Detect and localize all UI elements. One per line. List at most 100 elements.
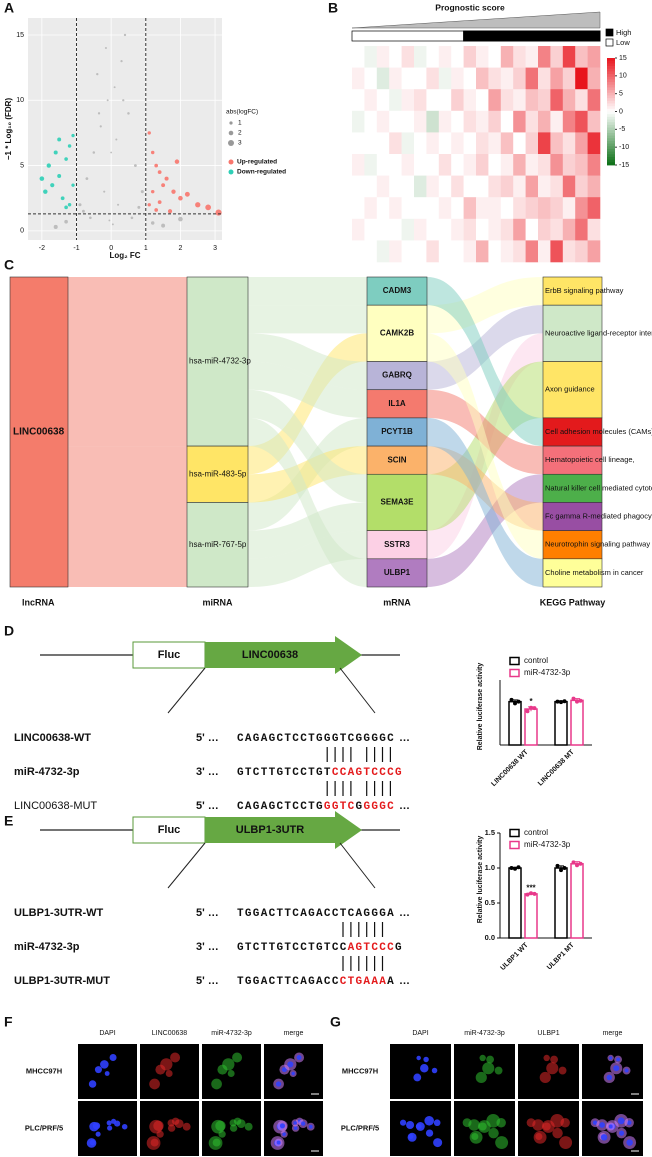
cell-signal	[244, 1122, 253, 1131]
cell-nucleus	[616, 1057, 621, 1062]
heat-cell	[538, 132, 551, 155]
heat-cell	[587, 46, 601, 68]
flow-node	[542, 304, 603, 362]
cell-signal	[407, 1132, 417, 1142]
point	[64, 219, 68, 224]
colorbar-step	[607, 146, 615, 150]
heat-cell	[575, 67, 588, 90]
colorbar-step	[607, 87, 615, 91]
cell-nucleus	[287, 1061, 294, 1068]
flow-node	[186, 276, 249, 447]
heat-cell	[488, 46, 502, 68]
cell-nucleus	[608, 1124, 613, 1129]
heat-cell	[500, 240, 514, 263]
point	[113, 86, 116, 89]
group-cell	[587, 30, 601, 42]
group-cell	[500, 30, 514, 42]
cell-signal	[433, 1138, 443, 1148]
node-label: SCIN	[387, 455, 406, 464]
heat-cell	[376, 89, 390, 112]
point	[117, 203, 120, 206]
heat-cell	[426, 89, 440, 112]
heat-cell	[364, 89, 378, 112]
heat-cell	[587, 197, 601, 220]
heat-cell	[389, 175, 402, 198]
heat-cell	[376, 67, 390, 90]
heat-cell	[376, 110, 390, 133]
column-header: merge	[284, 1030, 304, 1037]
point	[78, 203, 82, 207]
colorbar-step	[607, 60, 615, 64]
legend-label: control	[524, 656, 548, 665]
point	[120, 59, 123, 63]
heat-cell	[401, 197, 415, 220]
point	[99, 125, 102, 128]
cell-signal	[542, 1122, 551, 1131]
heat-cell	[562, 175, 576, 198]
replicate-dot	[532, 891, 537, 896]
group-cell	[574, 30, 589, 42]
heat-cell	[500, 132, 514, 155]
heat-cell	[414, 154, 427, 176]
heat-cell	[426, 132, 440, 155]
point	[92, 151, 96, 154]
legend-label: 2	[238, 130, 242, 137]
heat-cell	[500, 67, 514, 90]
heat-cell	[438, 197, 452, 220]
heat-cell	[414, 240, 427, 263]
strand-suffix: …	[399, 975, 410, 987]
node-label: Neuroactive ligand-receptor interaction	[545, 328, 652, 337]
flow-link	[248, 277, 367, 306]
colorbar-step	[607, 74, 615, 78]
reporter-label: Fluc	[158, 649, 181, 661]
heat-cell	[401, 46, 415, 68]
cell-signal	[232, 1052, 243, 1063]
cell-signal	[399, 1119, 407, 1126]
row-label: PLC/PRF/5	[25, 1123, 63, 1132]
sequence-part: A	[387, 976, 395, 988]
bar	[508, 867, 522, 939]
heat-cell	[364, 197, 378, 220]
panel-label: D	[4, 623, 14, 639]
column-header: merge	[603, 1030, 623, 1037]
heat-cell	[525, 89, 539, 112]
colorbar-step	[607, 140, 615, 144]
colorbar-step	[607, 162, 615, 166]
heat-cell	[587, 240, 601, 263]
heat-cell	[562, 240, 576, 263]
point	[157, 200, 162, 205]
point	[150, 189, 155, 194]
heat-cell	[401, 154, 415, 176]
heat-cell	[389, 197, 402, 220]
heat-cell	[525, 154, 539, 176]
heat-cell	[513, 89, 526, 112]
cell-nucleus	[600, 1134, 608, 1141]
heat-cell	[575, 132, 588, 155]
heat-cell	[364, 218, 378, 241]
cell-nucleus	[282, 1132, 286, 1136]
legend-marker	[228, 159, 234, 165]
heat-cell	[438, 132, 452, 155]
legend-swatch	[509, 668, 520, 678]
colorbar-step	[607, 98, 615, 102]
heat-cell	[364, 132, 378, 155]
legend-size	[228, 140, 234, 146]
heat-cell	[513, 175, 526, 198]
colorbar-step	[607, 111, 615, 115]
replicate-dot	[529, 891, 533, 896]
heat-cell	[476, 175, 489, 198]
y-tick-label: 0.5	[485, 898, 495, 907]
flow-node	[366, 445, 428, 475]
colorbar-step	[607, 58, 615, 62]
cell-signal	[89, 1139, 96, 1146]
replicate-dot	[578, 861, 583, 866]
heat-cell	[500, 89, 514, 112]
replicate-dot	[529, 705, 533, 710]
group-cell	[351, 30, 365, 42]
colorbar-step	[607, 138, 615, 142]
heat-cell	[476, 46, 489, 68]
heat-cell	[438, 110, 452, 133]
legend-label: Up-regulated	[237, 159, 277, 166]
column-header: miR-4732-3p	[211, 1030, 252, 1037]
x-tick-label: -2	[39, 245, 45, 252]
